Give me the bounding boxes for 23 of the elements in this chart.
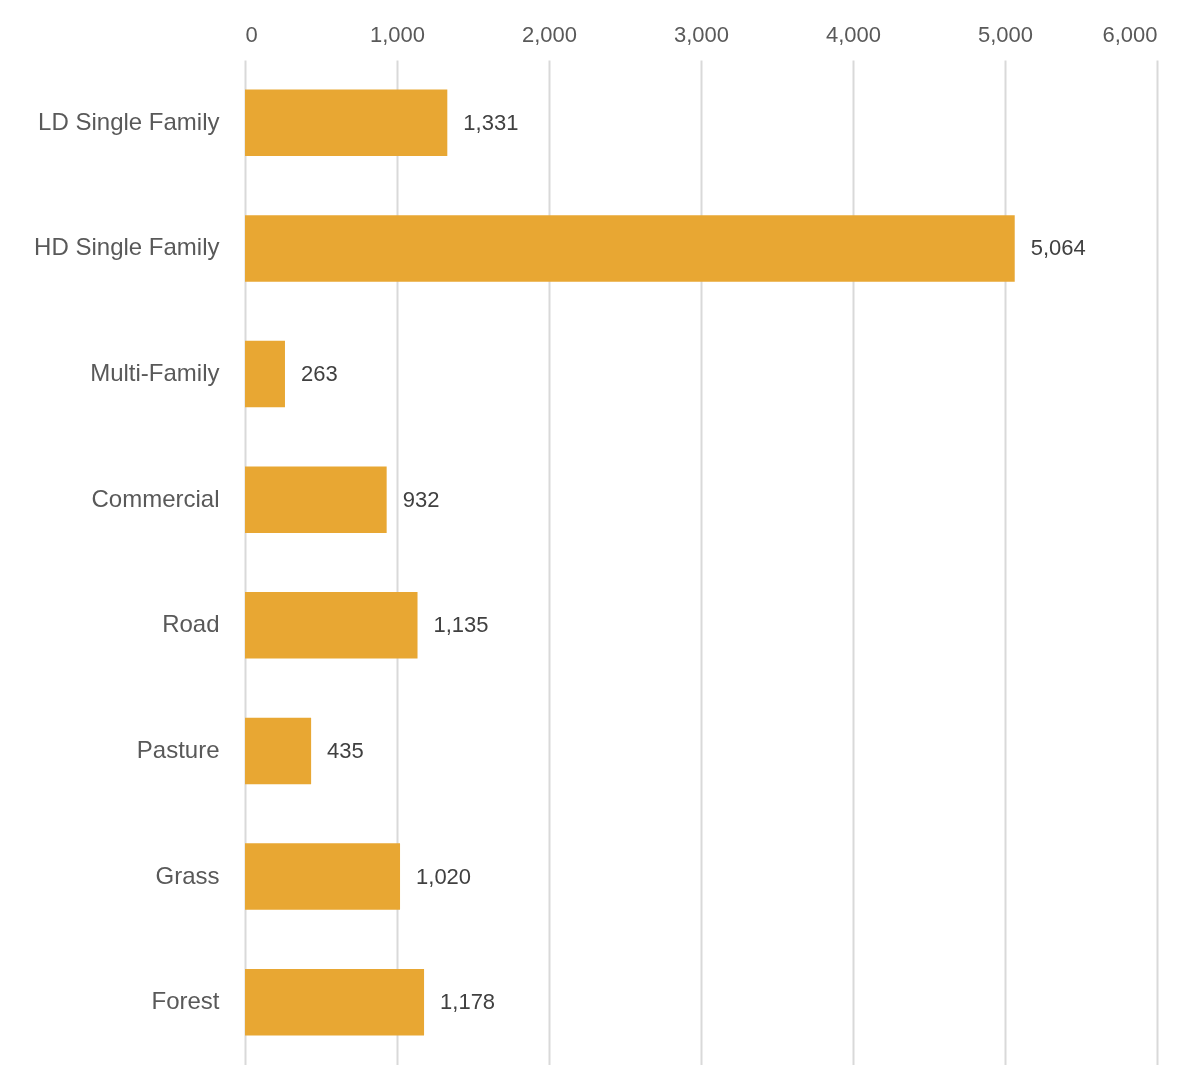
x-tick-label: 4,000 [825, 21, 882, 47]
y-tick-label: LD Single Family [38, 107, 220, 135]
data-label: 5,064 [1030, 235, 1086, 261]
data-label: 263 [300, 361, 338, 387]
x-tick-label: 0 [245, 21, 258, 47]
y-tick-label: Commercial [91, 484, 220, 512]
x-tick-label: 3,000 [673, 21, 730, 47]
x-tick-label: 2,000 [521, 21, 578, 47]
y-tick-label: Road [162, 610, 220, 638]
y-tick-label: Pasture [136, 735, 220, 763]
y-tick-label: HD Single Family [34, 233, 220, 261]
data-label: 1,178 [440, 989, 496, 1015]
data-label: 435 [327, 737, 364, 763]
data-label: 1,331 [463, 109, 519, 135]
data-label: 1,020 [416, 863, 472, 889]
y-tick-label: Multi-Family [90, 359, 220, 387]
x-tick-label: 1,000 [369, 21, 426, 47]
data-label: 1,135 [433, 612, 489, 638]
data-label: 932 [402, 486, 440, 512]
y-tick-label: Grass [155, 861, 220, 889]
x-tick-label: 6,000 [1102, 21, 1158, 47]
x-tick-label: 5,000 [977, 21, 1034, 47]
y-tick-label: Forest [151, 987, 220, 1015]
